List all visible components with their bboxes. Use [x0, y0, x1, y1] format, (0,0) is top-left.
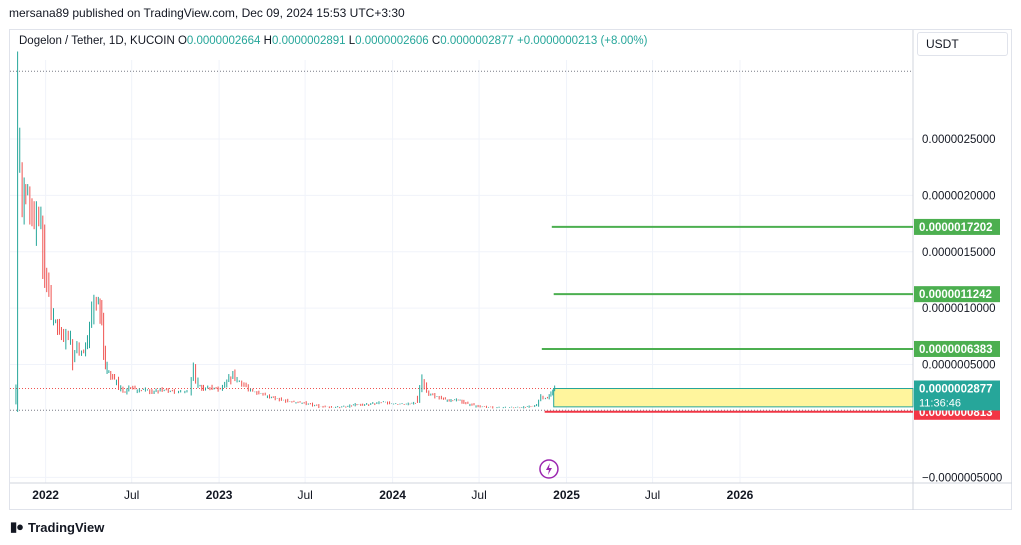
level-price-label: 0.0000017202 [919, 222, 993, 234]
last-price-label: 0.0000002877 [919, 384, 993, 396]
lightning-glyph [545, 463, 552, 475]
high-value: 0.0000002891 [271, 35, 346, 47]
level-price-label: 0.0000006383 [919, 344, 993, 356]
low-value: 0.0000002606 [355, 35, 429, 47]
last-price-tag [914, 380, 1000, 411]
change-value: +0.0000000213 (+8.00%) [517, 35, 648, 47]
x-tick-label: Jul [645, 488, 660, 502]
high-key: H [263, 35, 272, 47]
y-tick-label: 0.0000005000 [922, 360, 996, 372]
x-tick-label: 2023 [206, 488, 233, 502]
level-price-tag [914, 286, 1000, 303]
currency-selector[interactable]: USDT [917, 32, 1008, 56]
close-value: 0.0000002877 [440, 35, 514, 47]
x-tick-label: 2022 [32, 488, 59, 502]
chart-frame [9, 29, 1012, 510]
low-key: L [348, 35, 356, 47]
level-price-label: 0.0000011242 [919, 289, 992, 301]
footer-brand: ▮● TradingView [10, 519, 104, 535]
open-key: O [177, 35, 187, 47]
y-tick-label: 0.0000010000 [922, 303, 996, 315]
open-value: 0.0000002664 [186, 35, 261, 47]
close-key: C [431, 35, 441, 47]
y-tick-label: 0.0000020000 [922, 190, 996, 202]
y-tick-label: 0.0000025000 [922, 134, 996, 146]
countdown-label: 11:36:46 [919, 398, 961, 410]
y-tick-label: −0.0000005000 [922, 472, 1002, 484]
level-price-tag [914, 218, 1000, 235]
x-tick-label: Jul [297, 488, 312, 502]
target-zone [553, 388, 914, 408]
x-tick-label: Jul [124, 488, 139, 502]
x-tick-label: 2025 [553, 488, 580, 502]
x-tick-label: 2024 [379, 488, 406, 502]
brand-name: TradingView [28, 519, 105, 535]
level-price-tag [914, 340, 1000, 357]
publish-info: mersana89 published on TradingView.com, … [9, 6, 405, 20]
x-tick-label: 2026 [727, 488, 754, 502]
tradingview-logo-icon: ▮● [10, 519, 24, 534]
symbol-name[interactable]: Dogelon / Tether, 1D, KUCOIN [19, 35, 175, 47]
y-tick-label: 0.0000015000 [922, 247, 996, 259]
symbol-legend: Dogelon / Tether, 1D, KUCOIN O0.00000026… [19, 35, 647, 47]
x-tick-label: Jul [471, 488, 486, 502]
